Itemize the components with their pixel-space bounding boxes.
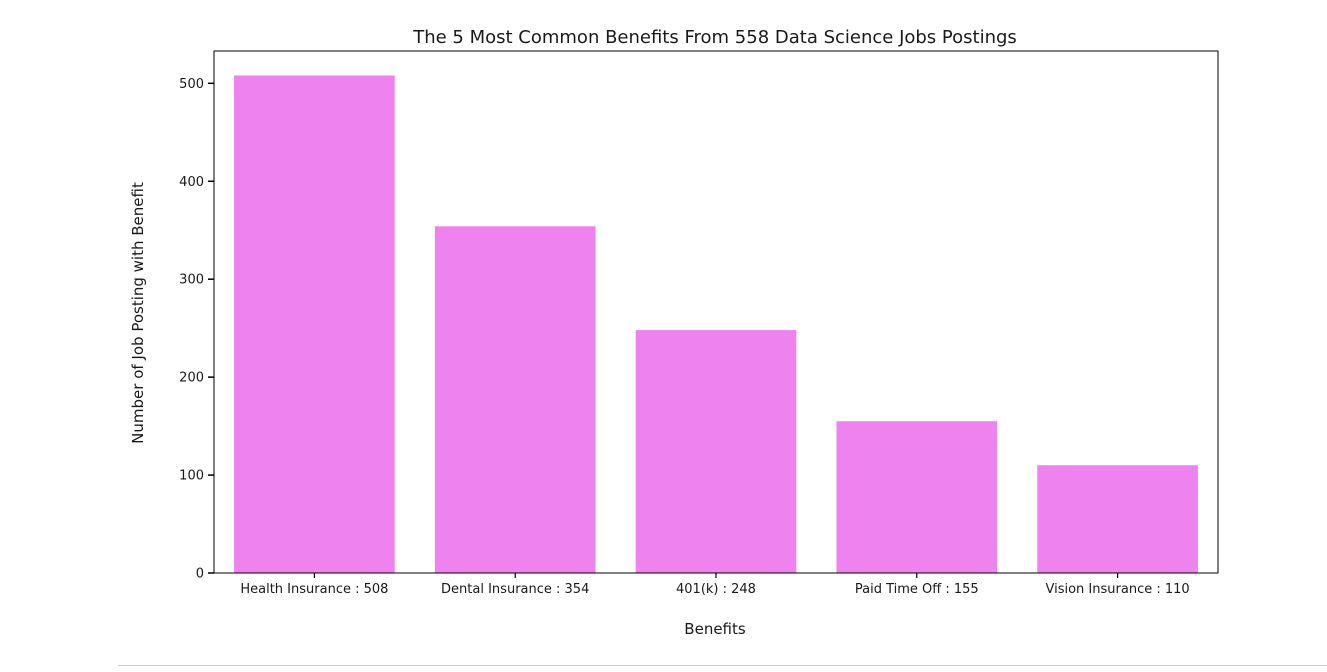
bar [836, 421, 998, 573]
bar [434, 226, 596, 573]
plot-area: 0 100 200 300 400 500 Health Insurance : 508 De… [179, 50, 1219, 597]
y-tick-label: 200 [179, 371, 204, 386]
y-tick-label: 100 [179, 469, 204, 484]
chart-title: The 5 Most Common Benefits From 558 Data… [412, 27, 1017, 48]
x-tick-label: Health Insurance : 508 [240, 582, 388, 597]
bar [1037, 465, 1198, 573]
x-axis-label: Benefits [684, 620, 746, 638]
y-tick-label: 300 [179, 273, 204, 288]
y-axis-label: Number of Job Posting with Benefit [129, 182, 147, 444]
x-tick-label: Paid Time Off : 155 [855, 582, 979, 597]
y-tick-label: 400 [179, 175, 204, 190]
y-tick-label: 0 [196, 567, 204, 582]
x-tick-label: Dental Insurance : 354 [441, 582, 589, 597]
x-tick-label: Vision Insurance : 110 [1046, 582, 1190, 597]
bar [635, 330, 797, 573]
y-tick-label: 500 [179, 77, 204, 92]
bar [234, 75, 395, 573]
x-tick-label: 401(k) : 248 [676, 582, 756, 597]
cell-divider [118, 665, 1327, 666]
